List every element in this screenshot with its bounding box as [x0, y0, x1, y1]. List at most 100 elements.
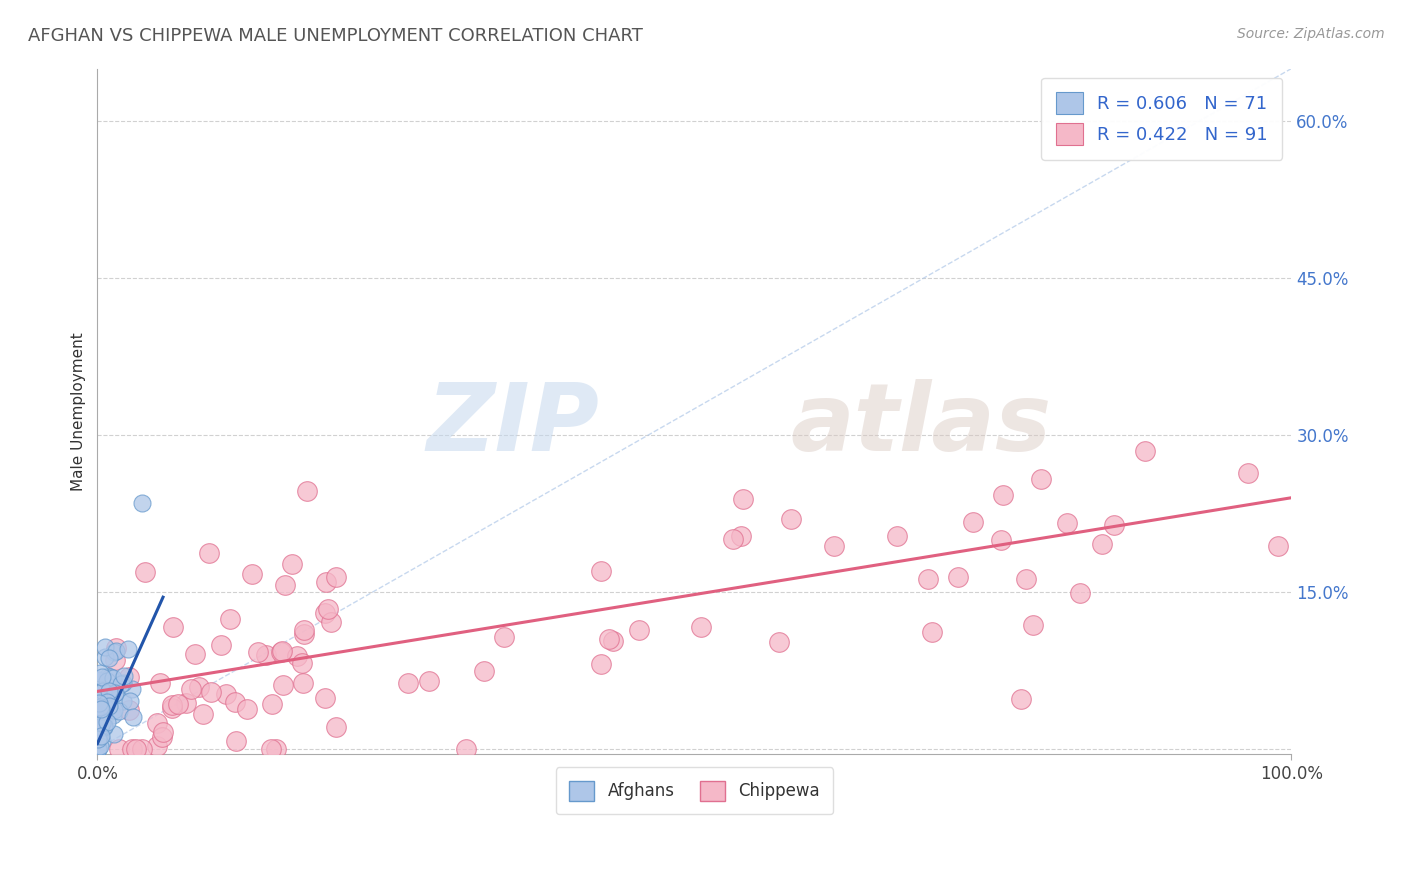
- Point: [94, 700, 117, 714]
- Point: [280, 558, 302, 572]
- Point: [188, 680, 211, 694]
- Point: [152, 725, 174, 739]
- Point: [273, 578, 295, 592]
- Point: [105, 640, 128, 655]
- Point: [131, 496, 153, 510]
- Point: [87, 739, 110, 754]
- Point: [1104, 518, 1126, 533]
- Point: [96, 673, 118, 688]
- Point: [87, 731, 110, 745]
- Point: [87, 696, 110, 710]
- Point: [160, 698, 183, 712]
- Point: [93, 721, 115, 735]
- Point: [948, 569, 970, 583]
- Point: [768, 635, 790, 649]
- Point: [93, 684, 115, 698]
- Point: [87, 742, 110, 756]
- Point: [149, 676, 172, 690]
- Point: [91, 734, 114, 748]
- Point: [316, 601, 339, 615]
- Point: [96, 715, 118, 730]
- Point: [93, 687, 115, 701]
- Point: [89, 700, 111, 714]
- Point: [121, 681, 143, 696]
- Point: [314, 690, 336, 705]
- Point: [292, 676, 315, 690]
- Point: [295, 484, 318, 499]
- Point: [602, 634, 624, 648]
- Point: [990, 533, 1012, 547]
- Point: [117, 642, 139, 657]
- Point: [627, 624, 650, 638]
- Point: [270, 644, 292, 658]
- Point: [991, 487, 1014, 501]
- Point: [247, 645, 270, 659]
- Point: [146, 716, 169, 731]
- Point: [104, 686, 127, 700]
- Point: [90, 702, 112, 716]
- Point: [98, 698, 121, 713]
- Point: [118, 703, 141, 717]
- Point: [260, 697, 283, 711]
- Point: [104, 644, 127, 658]
- Point: [94, 698, 117, 712]
- Point: [1029, 472, 1052, 486]
- Point: [87, 690, 110, 705]
- Point: [271, 678, 294, 692]
- Point: [731, 492, 754, 507]
- Point: [124, 742, 146, 756]
- Point: [1021, 618, 1043, 632]
- Point: [730, 528, 752, 542]
- Point: [721, 533, 744, 547]
- Point: [87, 742, 110, 756]
- Point: [589, 565, 612, 579]
- Point: [90, 688, 112, 702]
- Point: [160, 701, 183, 715]
- Point: [93, 719, 115, 733]
- Point: [1267, 539, 1289, 553]
- Point: [112, 669, 135, 683]
- Point: [89, 666, 111, 681]
- Point: [780, 511, 803, 525]
- Point: [91, 716, 114, 731]
- Point: [96, 695, 118, 709]
- Point: [285, 648, 308, 663]
- Point: [325, 569, 347, 583]
- Point: [96, 679, 118, 693]
- Point: [104, 653, 127, 667]
- Point: [98, 651, 121, 665]
- Point: [292, 627, 315, 641]
- Point: [87, 731, 110, 746]
- Point: [193, 706, 215, 721]
- Point: [598, 632, 620, 646]
- Point: [1056, 516, 1078, 531]
- Point: [150, 730, 173, 744]
- Point: [103, 727, 125, 741]
- Point: [94, 692, 117, 706]
- Point: [167, 697, 190, 711]
- Point: [319, 615, 342, 630]
- Point: [120, 693, 142, 707]
- Point: [131, 742, 153, 756]
- Point: [886, 528, 908, 542]
- Point: [110, 677, 132, 691]
- Point: [97, 668, 120, 682]
- Point: [89, 739, 111, 753]
- Point: [103, 707, 125, 722]
- Point: [962, 515, 984, 529]
- Point: [146, 739, 169, 753]
- Point: [180, 681, 202, 696]
- Text: ZIP: ZIP: [426, 379, 599, 471]
- Point: [91, 704, 114, 718]
- Point: [87, 713, 110, 727]
- Point: [87, 673, 110, 687]
- Point: [690, 620, 713, 634]
- Point: [90, 669, 112, 683]
- Point: [198, 546, 221, 560]
- Point: [121, 742, 143, 756]
- Point: [108, 704, 131, 718]
- Point: [100, 670, 122, 684]
- Point: [122, 710, 145, 724]
- Point: [94, 650, 117, 665]
- Point: [1091, 536, 1114, 550]
